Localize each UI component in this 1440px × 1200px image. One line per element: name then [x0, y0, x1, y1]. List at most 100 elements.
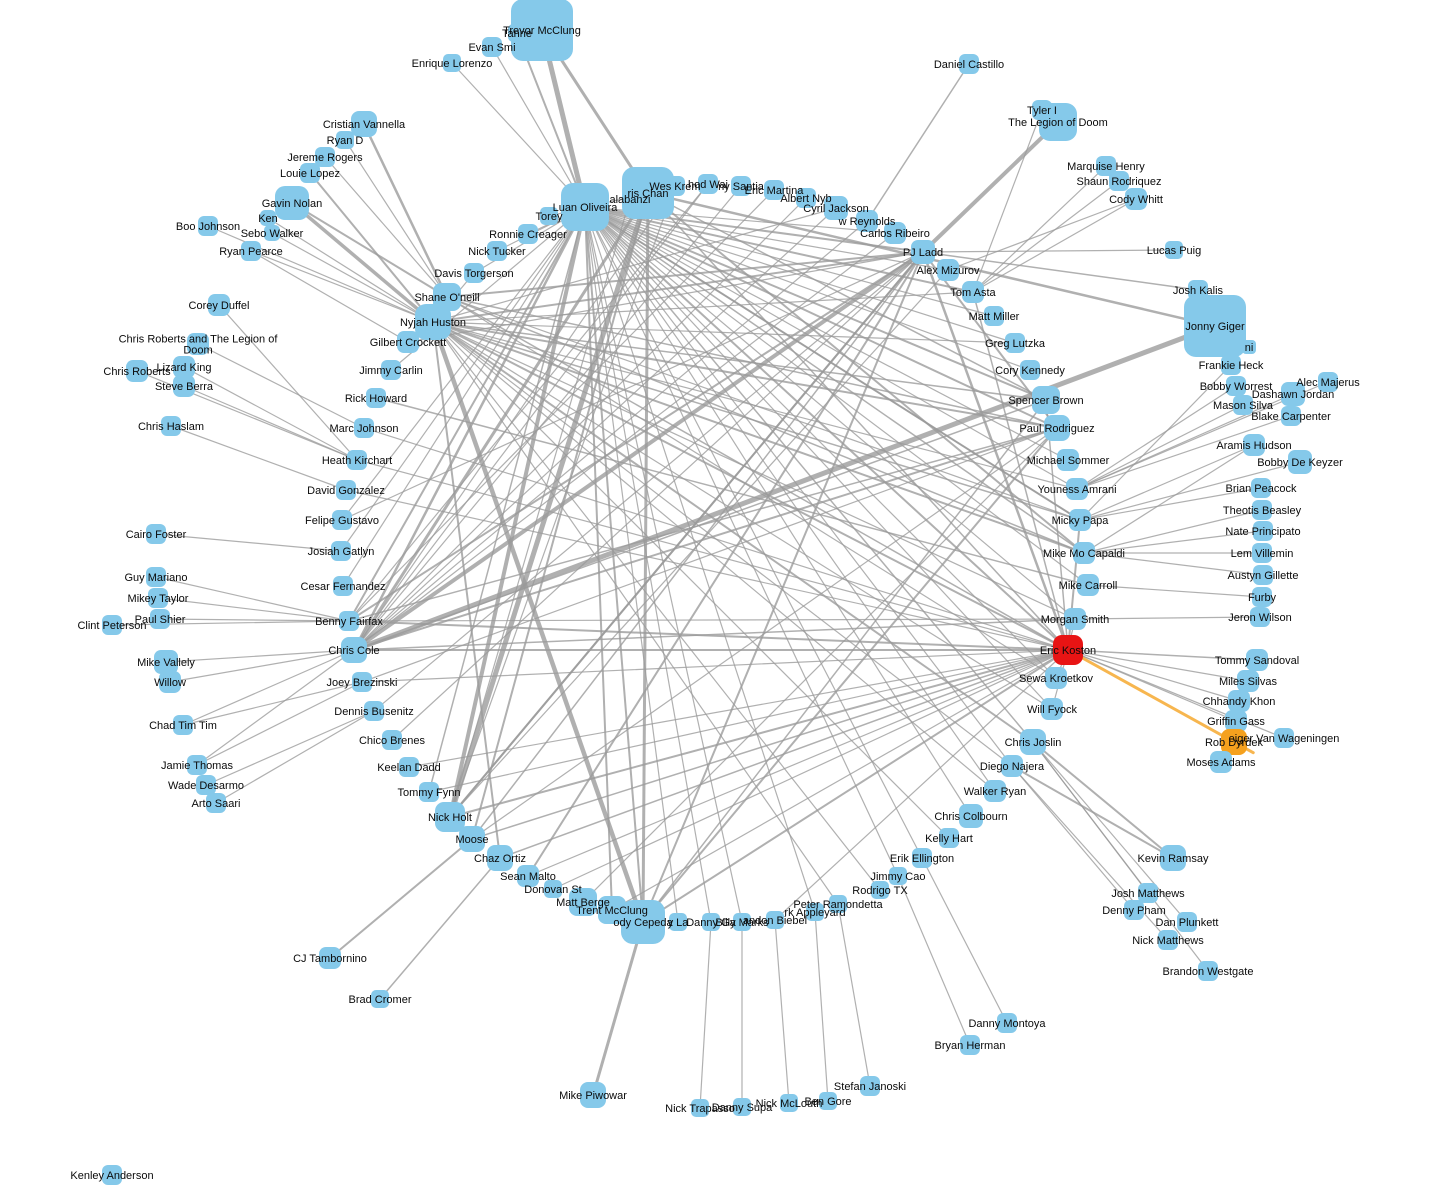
graph-node-mike-piwowar[interactable]: [580, 1082, 606, 1108]
graph-node-griffin-gass[interactable]: [1225, 710, 1247, 732]
graph-node-ny-santia[interactable]: [731, 176, 751, 196]
graph-node-miles-silvas[interactable]: [1237, 670, 1259, 692]
graph-node-donovan-st[interactable]: [544, 880, 562, 898]
graph-node-moose[interactable]: [459, 826, 485, 852]
graph-node-ronnie-creager[interactable]: [518, 224, 538, 244]
graph-node-brad-cromer[interactable]: [371, 990, 389, 1008]
graph-node-tom-asta[interactable]: [962, 281, 984, 303]
graph-node-josh-matthews[interactable]: [1138, 883, 1158, 903]
graph-node-youness-amrani[interactable]: [1066, 478, 1088, 500]
graph-node-wade-desarmo[interactable]: [196, 775, 216, 795]
graph-node-cairo-foster[interactable]: [146, 524, 166, 544]
graph-node-jeron-wilson[interactable]: [1250, 607, 1270, 627]
graph-node-guy-mariano[interactable]: [146, 567, 166, 587]
graph-node-arto-saari[interactable]: [206, 793, 226, 813]
graph-node-cristian-vannella[interactable]: [351, 111, 377, 137]
graph-node-corey-duffel[interactable]: [208, 294, 230, 316]
graph-node-chris-haslam[interactable]: [161, 416, 181, 436]
graph-node-dan-plunkett[interactable]: [1177, 912, 1197, 932]
graph-node-trevor-mcclung[interactable]: [511, 0, 573, 61]
graph-node-matt-miller[interactable]: [984, 306, 1004, 326]
graph-node-ken[interactable]: [260, 210, 276, 226]
graph-node-kevin-ramsay[interactable]: [1160, 845, 1186, 871]
graph-node-eric-koston[interactable]: [1053, 635, 1083, 665]
graph-node-rick-howard[interactable]: [366, 388, 386, 408]
graph-node-trent-mcclung[interactable]: [598, 896, 626, 924]
graph-node-nick-matthews[interactable]: [1158, 930, 1178, 950]
graph-node-matt-berge[interactable]: [569, 888, 597, 916]
graph-node-chico-brenes[interactable]: [382, 730, 402, 750]
graph-node-cyril-jackson[interactable]: [824, 196, 848, 220]
graph-node-davis-torgerson[interactable]: [464, 263, 484, 283]
graph-node-sebo-walker[interactable]: [264, 225, 280, 241]
graph-node-cesar-fernandez[interactable]: [333, 576, 353, 596]
graph-node-paul-shier[interactable]: [150, 609, 170, 629]
graph-node-gilbert-crockett[interactable]: [397, 331, 419, 353]
graph-node-daniel-castillo[interactable]: [959, 54, 979, 74]
graph-node-greg-lutzka[interactable]: [1005, 333, 1025, 353]
graph-node-pj-ladd[interactable]: [911, 240, 935, 264]
graph-node-nick-holt[interactable]: [435, 802, 465, 832]
graph-node-dashawn-jordan[interactable]: [1281, 382, 1305, 406]
graph-node-louie-lopez[interactable]: [300, 163, 320, 183]
graph-node-gavin-nolan[interactable]: [275, 186, 309, 220]
graph-node-chris-roberts[interactable]: [126, 360, 148, 382]
graph-node-luan-oliveira[interactable]: [561, 183, 609, 231]
graph-node-danny-montoya[interactable]: [997, 1013, 1017, 1033]
graph-node-josiah-gatlyn[interactable]: [331, 541, 351, 561]
graph-node-alec-majerus[interactable]: [1318, 372, 1338, 392]
graph-node-evan-smi[interactable]: [482, 37, 502, 57]
graph-node-mikey-taylor[interactable]: [148, 588, 168, 608]
graph-node-chhandy-khon[interactable]: [1228, 690, 1250, 712]
graph-node-billy-marks[interactable]: [733, 913, 751, 931]
graph-node-furby[interactable]: [1252, 587, 1272, 607]
graph-node-tanne[interactable]: [508, 24, 526, 42]
graph-node-ryan-d[interactable]: [336, 131, 354, 149]
graph-node-boo-johnson[interactable]: [198, 216, 218, 236]
graph-node-chris-roberts-and-the-legion-of-doom[interactable]: [187, 333, 209, 355]
graph-node-sean-malto[interactable]: [517, 865, 539, 887]
graph-node-mike-vallely[interactable]: [154, 650, 178, 674]
graph-node-david-gonzalez[interactable]: [336, 480, 356, 500]
graph-node-ben-gore[interactable]: [819, 1092, 837, 1110]
graph-node-kenley-anderson[interactable]: [102, 1165, 122, 1185]
graph-node-the-legion-of-doom[interactable]: [1039, 103, 1077, 141]
graph-node-stefan-janoski[interactable]: [860, 1076, 880, 1096]
graph-node-danny-ga[interactable]: [702, 913, 720, 931]
graph-node-mike-carroll[interactable]: [1077, 574, 1099, 596]
graph-node-walker-ryan[interactable]: [984, 780, 1006, 802]
graph-node-willow[interactable]: [159, 671, 181, 693]
graph-node-sewa-kroetkov[interactable]: [1045, 667, 1067, 689]
graph-node-heath-kirchart[interactable]: [347, 450, 367, 470]
graph-node-jimmy-carlin[interactable]: [381, 360, 401, 380]
graph-node-rk-appleyard[interactable]: [806, 903, 824, 921]
graph-node-cj-tambornino[interactable]: [319, 947, 341, 969]
graph-node-denny-pham[interactable]: [1124, 900, 1144, 920]
graph-node-brian-peacock[interactable]: [1251, 478, 1271, 498]
graph-node-chris-colbourn[interactable]: [959, 804, 983, 828]
graph-node-y-la[interactable]: [669, 913, 687, 931]
graph-node-dennis-busenitz[interactable]: [364, 701, 384, 721]
graph-node-torey[interactable]: [540, 207, 558, 225]
graph-node-steve-berra[interactable]: [173, 375, 195, 397]
graph-node-jereme-rogers[interactable]: [315, 147, 335, 167]
graph-node-andon-biebel[interactable]: [766, 911, 784, 929]
graph-node-ody-cepeda[interactable]: [621, 900, 665, 944]
graph-node-mason-silva[interactable]: [1233, 395, 1253, 415]
graph-node-blake-carpenter[interactable]: [1281, 406, 1301, 426]
graph-node-marc-johnson[interactable]: [354, 418, 374, 438]
graph-node-morgan-smith[interactable]: [1064, 608, 1086, 630]
graph-node-jonny-giger[interactable]: [1184, 295, 1246, 357]
graph-node-nick-trapasso[interactable]: [691, 1099, 709, 1117]
graph-node-alex-mizurov[interactable]: [937, 259, 959, 281]
graph-node-lizard-king[interactable]: [173, 356, 195, 378]
graph-node-cory-kennedy[interactable]: [1020, 360, 1040, 380]
graph-node-joey-brezinski[interactable]: [352, 672, 372, 692]
graph-node-brandon-westgate[interactable]: [1198, 961, 1218, 981]
graph-node-kelly-hart[interactable]: [939, 828, 959, 848]
graph-node-bobby-worrest[interactable]: [1226, 376, 1246, 396]
graph-node-will-fyock[interactable]: [1041, 698, 1063, 720]
graph-node-nate-principato[interactable]: [1253, 521, 1273, 541]
graph-node-danny-supa[interactable]: [733, 1098, 751, 1116]
graph-node-carlos-ribeiro[interactable]: [884, 222, 906, 244]
